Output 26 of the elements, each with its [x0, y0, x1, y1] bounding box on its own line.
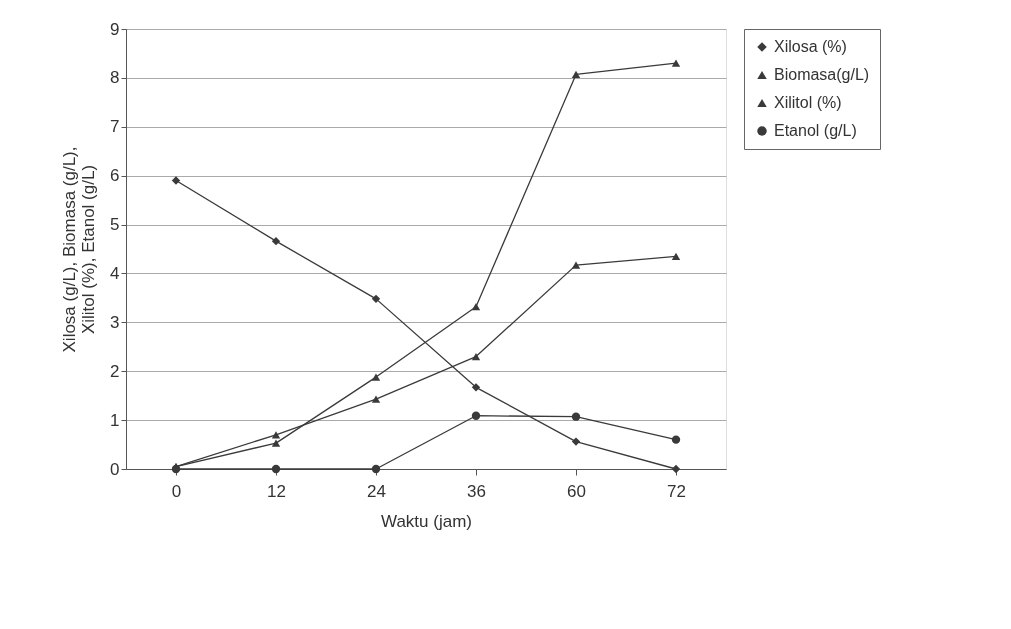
- legend-label: Xilosa (%): [774, 38, 847, 55]
- y-tick-label: 7: [110, 117, 120, 137]
- point: [671, 252, 681, 260]
- y-tick-label: 8: [110, 68, 120, 88]
- legend-label: Etanol (g/L): [774, 122, 857, 139]
- legend-label: Biomasa(g/L): [774, 66, 870, 83]
- x-tick-label: 36: [467, 481, 486, 501]
- y-tick-label: 2: [110, 361, 120, 381]
- point: [271, 439, 281, 447]
- y-tick-label: 6: [110, 166, 120, 186]
- x-axis-title: Waktu (jam): [381, 511, 472, 531]
- y-axis-title: Xilosa (g/L), Biomasa (g/L), Xilitol (%), Etanol (g/L): [60, 146, 99, 353]
- legend-label: Xilitol (%): [774, 94, 842, 111]
- y-tick-label: 9: [110, 19, 120, 39]
- y-tick-label: 5: [110, 215, 120, 235]
- x-tick-label: 60: [567, 481, 586, 501]
- x-tick-label: 72: [667, 481, 686, 501]
- x-tick-label: 0: [171, 481, 182, 501]
- y-tick-label: 0: [110, 459, 120, 479]
- x-tick-label: 24: [367, 481, 386, 501]
- x-tick-label: 12: [267, 481, 286, 501]
- point: [671, 464, 681, 474]
- point: [671, 59, 681, 67]
- y-tick-label: 4: [110, 263, 120, 283]
- y-tick-label: 3: [110, 312, 120, 332]
- y-tick-label: 1: [110, 410, 120, 430]
